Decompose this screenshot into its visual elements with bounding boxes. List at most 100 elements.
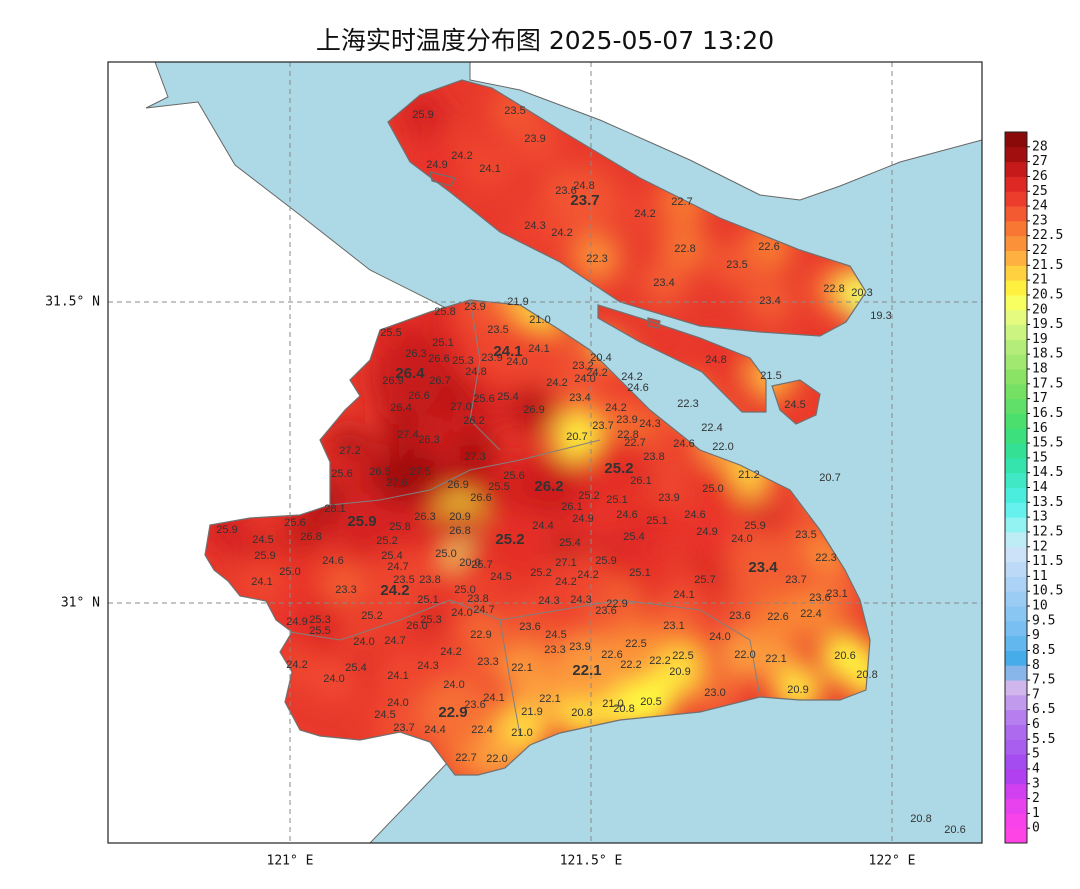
- station-reading: 23.0: [704, 687, 725, 699]
- temperature-blob: [627, 678, 675, 726]
- station-reading: 23.5: [487, 324, 508, 336]
- station-reading: 25.9: [744, 520, 765, 532]
- station-reading: 26.7: [429, 375, 450, 387]
- map-title: 上海实时温度分布图 2025-05-07 13:20: [316, 26, 774, 55]
- station-reading: 22.2: [620, 659, 641, 671]
- station-reading: 22.8: [674, 243, 695, 255]
- temperature-blob: [515, 453, 583, 521]
- station-reading: 25.1: [646, 515, 667, 527]
- colorbar-segment: [1005, 339, 1027, 355]
- station-reading: 23.3: [544, 644, 565, 656]
- station-reading: 23.6: [809, 592, 830, 604]
- station-reading: 24.3: [417, 660, 438, 672]
- station-reading: 25.1: [606, 494, 627, 506]
- colorbar-segment: [1005, 428, 1027, 444]
- station-reading: 24.2: [440, 646, 461, 658]
- station-reading: 23.8: [419, 574, 440, 586]
- colorbar-label: 20: [1032, 302, 1048, 317]
- temperature-blob: [838, 269, 870, 317]
- colorbar-label: 6.5: [1032, 702, 1055, 717]
- station-reading: 25.2: [361, 610, 382, 622]
- station-reading: 24.6: [627, 382, 648, 394]
- station-reading: 24.2: [546, 377, 567, 389]
- temperature-blob: [582, 587, 630, 635]
- station-reading: 25.3: [309, 614, 330, 626]
- station-reading: 24.2: [605, 402, 626, 414]
- colorbar-label: 5.5: [1032, 732, 1055, 747]
- station-reading: 26.9: [447, 479, 468, 491]
- district-reading: 23.7: [570, 192, 599, 209]
- lat-label: 31.5° N: [45, 295, 100, 310]
- station-reading: 22.7: [455, 752, 476, 764]
- colorbar-label: 26: [1032, 169, 1048, 184]
- station-reading: 23.5: [795, 529, 816, 541]
- station-reading: 25.2: [530, 567, 551, 579]
- station-reading: 20.9: [669, 666, 690, 678]
- colorbar-label: 8: [1032, 658, 1040, 673]
- station-reading: 25.9: [412, 109, 433, 121]
- station-reading: 23.6: [729, 610, 750, 622]
- station-reading: 22.1: [539, 693, 560, 705]
- station-reading: 25.9: [595, 555, 616, 567]
- station-reading: 24.3: [524, 220, 545, 232]
- colorbar-segment: [1005, 354, 1027, 370]
- station-reading: 27.1: [555, 557, 576, 569]
- colorbar-segment: [1005, 132, 1027, 148]
- station-reading: 26.2: [463, 415, 484, 427]
- station-reading: 27.0: [450, 401, 471, 413]
- colorbar-segment: [1005, 369, 1027, 385]
- temperature-blob: [373, 459, 421, 507]
- station-reading: 24.0: [323, 673, 344, 685]
- colorbar-label: 19.5: [1032, 317, 1063, 332]
- station-reading: 22.5: [625, 638, 646, 650]
- colorbar-label: 13: [1032, 510, 1048, 525]
- colorbar-segment: [1005, 828, 1027, 843]
- station-reading: 24.4: [532, 520, 553, 532]
- colorbar-label: 9.5: [1032, 613, 1055, 628]
- station-reading: 25.5: [309, 625, 330, 637]
- colorbar-segment: [1005, 650, 1027, 666]
- station-reading: 23.1: [826, 588, 847, 600]
- station-reading: 27.3: [464, 451, 485, 463]
- station-reading: 25.1: [629, 567, 650, 579]
- colorbar-label: 9: [1032, 628, 1040, 643]
- colorbar-label: 27: [1032, 154, 1048, 169]
- station-reading: 23.5: [726, 259, 747, 271]
- temperature-blob: [238, 558, 286, 606]
- temperature-blob: [729, 534, 797, 602]
- colorbar-segment: [1005, 309, 1027, 326]
- colorbar-label: 20.5: [1032, 287, 1063, 302]
- colorbar-segment: [1005, 768, 1027, 785]
- colorbar-label: 22: [1032, 243, 1048, 258]
- station-reading: 27.4: [397, 429, 418, 441]
- station-reading: 22.2: [649, 655, 670, 667]
- station-reading: 25.6: [503, 470, 524, 482]
- colorbar-label: 24: [1032, 199, 1048, 214]
- colorbar-segment: [1005, 620, 1027, 637]
- station-reading: 24.7: [473, 604, 494, 616]
- colorbar-label: 12: [1032, 539, 1048, 554]
- station-reading: 25.4: [623, 531, 644, 543]
- station-reading: 22.3: [677, 398, 698, 410]
- temperature-blob: [510, 386, 558, 434]
- station-reading: 24.1: [479, 163, 500, 175]
- colorbar-segment: [1005, 191, 1027, 207]
- station-reading: 26.4: [390, 402, 411, 414]
- temperature-blob: [640, 259, 688, 307]
- station-reading: 21.9: [521, 706, 542, 718]
- colorbar-label: 17: [1032, 391, 1048, 406]
- temperature-blob: [621, 190, 669, 238]
- station-reading: 24.8: [573, 180, 594, 192]
- station-reading: 24.7: [384, 635, 405, 647]
- station-reading: 26.1: [630, 475, 651, 487]
- station-reading: 24.8: [465, 366, 486, 378]
- colorbar-label: 14: [1032, 480, 1048, 495]
- colorbar-label: 11.5: [1032, 554, 1063, 569]
- temperature-blob: [296, 607, 344, 655]
- colorbar-segment: [1005, 606, 1027, 622]
- station-reading: 23.9: [569, 641, 590, 653]
- colorbar-segment: [1005, 798, 1027, 814]
- station-reading: 23.3: [477, 656, 498, 668]
- district-reading: 22.9: [438, 704, 467, 721]
- district-reading: 24.2: [380, 582, 409, 599]
